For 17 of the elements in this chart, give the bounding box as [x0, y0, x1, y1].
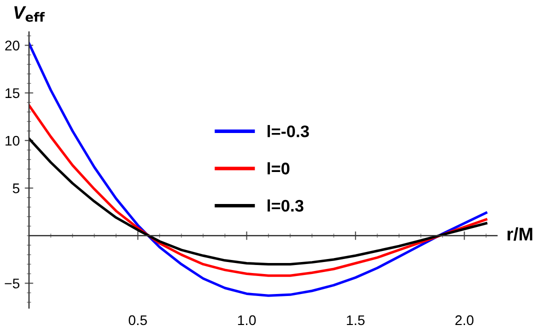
x-axis-title: r/M — [508, 227, 532, 241]
x-tick-label: 1.0 — [238, 315, 256, 326]
y-tick-label: 10 — [6, 136, 20, 146]
line-series — [29, 104, 488, 277]
y-tick-label: 20 — [5, 40, 20, 50]
x-tick-label: 0.5 — [128, 315, 147, 326]
y-tick-label: 15 — [6, 88, 20, 98]
y-tick-label: 5 — [12, 184, 20, 194]
legend-label: l=0.3 — [268, 199, 304, 212]
legend-label: l=0 — [268, 162, 290, 174]
y-tick-label: −5 — [4, 278, 20, 288]
x-tick-label: 1.5 — [346, 315, 365, 326]
line-series — [29, 42, 488, 297]
y-axis-title: V$_{eff}$ — [14, 6, 45, 22]
line-series — [29, 137, 488, 266]
legend-label: l=-0.3 — [268, 125, 309, 138]
x-tick-label: 2.0 — [455, 315, 474, 326]
